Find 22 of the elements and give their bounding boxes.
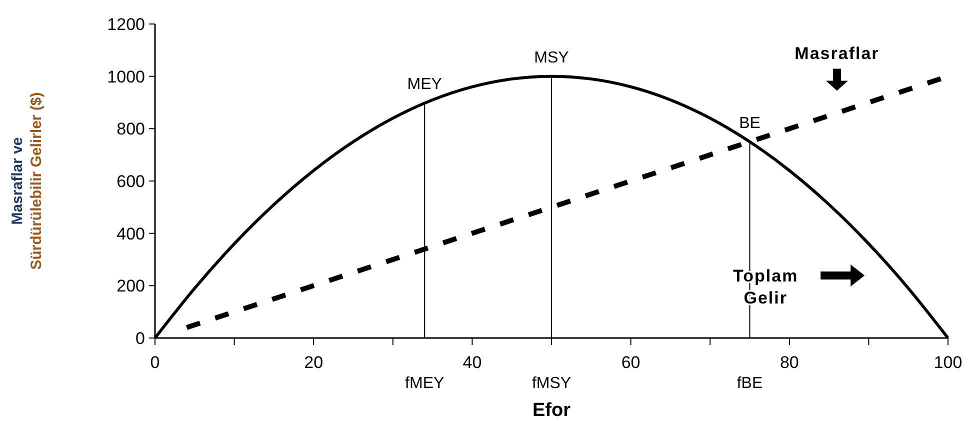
x-tick-label: 100 [934, 353, 962, 372]
x-tick-label: 60 [621, 353, 640, 372]
y-tick-label: 0 [136, 328, 145, 348]
y-tick-label: 400 [116, 224, 145, 244]
x-tick-label: 20 [304, 353, 324, 372]
ref-line-label: fMSY [532, 375, 572, 392]
x-tick-label: 0 [150, 353, 160, 372]
x-axis-title: Efor [532, 400, 572, 421]
annotation: BE [739, 114, 760, 132]
y-tick-label: 200 [116, 276, 145, 296]
y-tick-label: 1000 [107, 67, 145, 86]
text: Masraflar [794, 44, 880, 63]
x-tick-label: 40 [462, 353, 482, 372]
y-axis-title: Masraflar ve Sürdürülebilir Gelirler ($) [9, 92, 45, 270]
x-tick-label: 80 [780, 353, 799, 372]
ref-line-label: fBE [736, 375, 763, 392]
ref-line-label: fMEY [405, 375, 445, 392]
y-tick-label: 600 [116, 172, 145, 191]
y-tick-label: 800 [116, 120, 145, 139]
y-tick-label: 1200 [107, 14, 145, 34]
annotation: MEY [407, 76, 442, 94]
annotation: MSY [534, 49, 570, 66]
